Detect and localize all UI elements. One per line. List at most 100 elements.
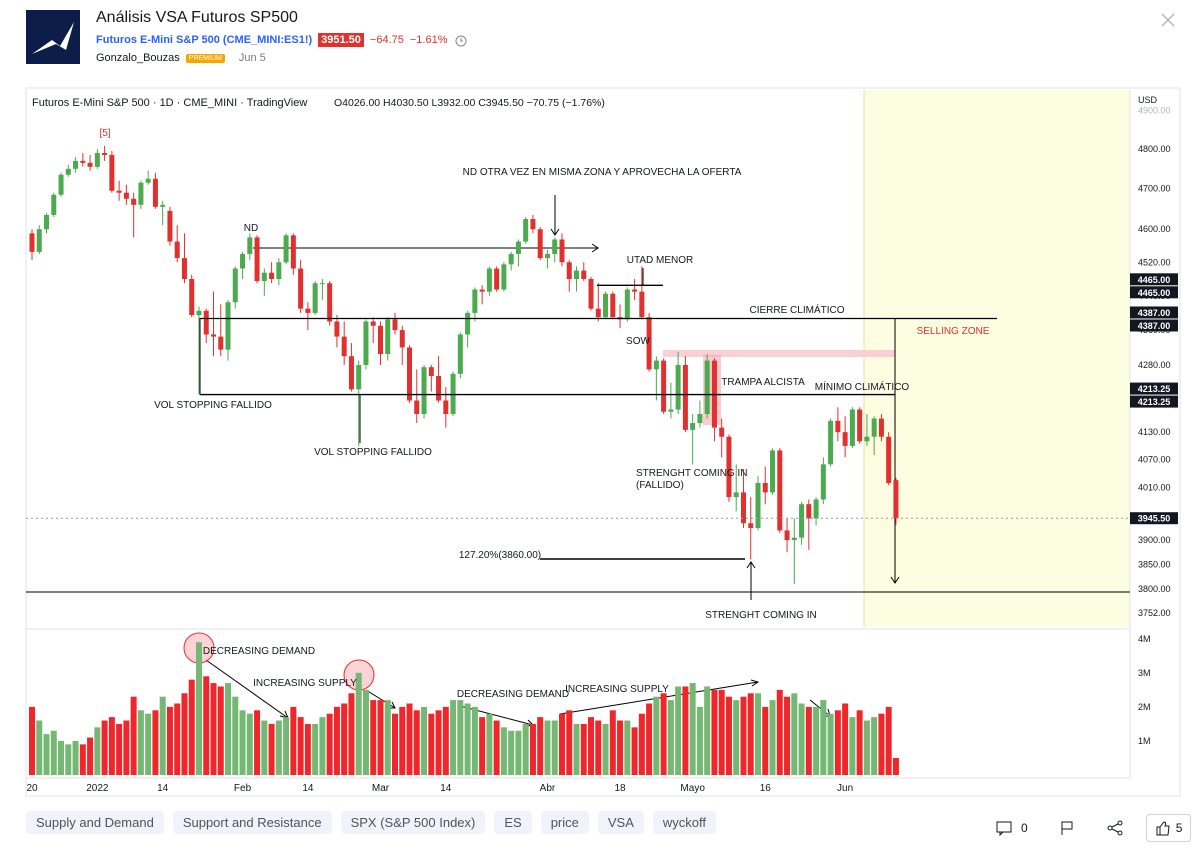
volume-bar <box>370 700 377 775</box>
candle-body <box>777 450 783 531</box>
candle-body <box>36 229 42 252</box>
candle-body <box>537 229 543 259</box>
volume-bar <box>617 720 624 775</box>
y-tick-label: 4010.00 <box>1138 483 1171 493</box>
symbol-link[interactable]: Futuros E-Mini S&P 500 (CME_MINI:ES1!) <box>96 34 313 46</box>
volume-bar <box>188 679 195 775</box>
tag[interactable]: Supply and Demand <box>26 811 164 834</box>
volume-bar <box>602 723 609 775</box>
volume-bar <box>210 683 217 775</box>
volume-bar <box>65 744 72 775</box>
candle-body <box>181 258 187 279</box>
volume-bar <box>137 710 144 775</box>
volume-bar <box>362 689 369 775</box>
tag[interactable]: ES <box>494 811 532 834</box>
candle-body <box>581 270 587 279</box>
candle-body <box>80 160 86 163</box>
volume-bar <box>319 717 326 775</box>
author-logo <box>26 10 80 64</box>
volume-bar <box>225 683 232 775</box>
volume-bar <box>304 723 311 775</box>
y-tick-label: 4700.00 <box>1138 184 1171 194</box>
x-tick-label: 18 <box>614 783 626 794</box>
candle-body <box>813 499 819 519</box>
like-button[interactable]: 5 <box>1145 814 1192 842</box>
price-label: 3945.50 <box>1138 514 1171 524</box>
candle-body <box>719 427 725 437</box>
flag-icon[interactable] <box>1058 819 1076 837</box>
volume-bar <box>551 720 558 775</box>
volume-bar <box>203 676 210 775</box>
volume-bar <box>174 703 181 775</box>
x-tick-label: Jun <box>837 783 853 794</box>
annotation: SOW <box>626 336 650 347</box>
candle-body <box>399 330 405 348</box>
volume-bar <box>166 706 173 775</box>
volume-bar <box>29 706 35 775</box>
volume-bar <box>529 723 536 775</box>
volume-bar <box>442 706 449 775</box>
candle-body <box>588 278 594 309</box>
volume-bar <box>595 720 602 775</box>
candle-body <box>690 423 696 430</box>
candle-body <box>377 325 383 355</box>
candle-body <box>203 310 209 335</box>
candle-body <box>298 268 304 309</box>
volume-bar <box>827 713 834 775</box>
author-name[interactable]: Gonzalo_Bouzas <box>96 52 180 64</box>
y-tick-label: 4600.00 <box>1138 224 1171 234</box>
price-label: 4387.00 <box>1138 321 1171 331</box>
candle-body <box>574 270 579 279</box>
candle-body <box>857 409 863 442</box>
volume-bar <box>609 710 616 775</box>
candle-body <box>348 356 354 390</box>
volume-bar <box>791 693 798 775</box>
volume-bar <box>94 727 101 775</box>
annotation: INCREASING SUPPLY <box>565 684 669 695</box>
candle-body <box>639 291 645 318</box>
price-label: 4387.00 <box>1138 308 1171 318</box>
close-button[interactable] <box>1160 12 1176 28</box>
volume-bar <box>239 710 246 775</box>
selling-zone-area <box>864 90 1130 627</box>
annotation: 127.20%(3860.00) <box>459 550 541 561</box>
volume-bar <box>522 723 529 775</box>
volume-bar <box>217 686 224 775</box>
alert-icon[interactable] <box>454 33 468 47</box>
candle-body <box>225 302 231 350</box>
share-icon[interactable] <box>1106 819 1124 837</box>
tag[interactable]: SPX (S&P 500 Index) <box>340 811 486 834</box>
candle-body <box>73 160 79 169</box>
candle-body <box>327 283 333 322</box>
volume-bar <box>268 723 275 775</box>
like-icon <box>1156 821 1170 836</box>
chart-legend-ohlc: O4026.00 H4030.50 L3932.00 C3945.50 −70.… <box>334 97 605 109</box>
volume-bar <box>333 706 340 775</box>
y-tick-label: 4900.00 <box>1138 105 1171 115</box>
volume-bar <box>813 706 820 775</box>
annotation: ND OTRA VEZ EN MISMA ZONA Y APROVECHA LA… <box>463 167 742 178</box>
y-tick-label: 3752.00 <box>1138 608 1171 618</box>
volume-bar <box>755 693 761 775</box>
candle-body <box>835 420 841 433</box>
candle-body <box>726 436 732 498</box>
volume-bar <box>834 710 841 775</box>
candle-body <box>668 409 674 412</box>
tag[interactable]: wyckoff <box>652 811 717 834</box>
tag[interactable]: price <box>540 811 589 834</box>
idea-title: Análisis VSA Futuros SP500 <box>96 9 298 26</box>
volume-bar <box>696 706 703 775</box>
candle-body <box>116 190 122 193</box>
comment-icon[interactable] <box>995 819 1013 837</box>
candle-body <box>385 319 391 355</box>
tag[interactable]: Support and Resistance <box>172 811 332 834</box>
price-label: 4465.00 <box>1138 275 1171 285</box>
x-tick-label: 14 <box>302 783 314 794</box>
price-label-box <box>1130 382 1178 395</box>
candle-body <box>552 239 558 254</box>
y-tick-label: 4070.00 <box>1138 455 1171 465</box>
candle-body <box>254 237 260 282</box>
tag[interactable]: VSA <box>597 811 644 834</box>
price-label-box <box>1130 319 1178 332</box>
candle-body <box>232 268 238 303</box>
